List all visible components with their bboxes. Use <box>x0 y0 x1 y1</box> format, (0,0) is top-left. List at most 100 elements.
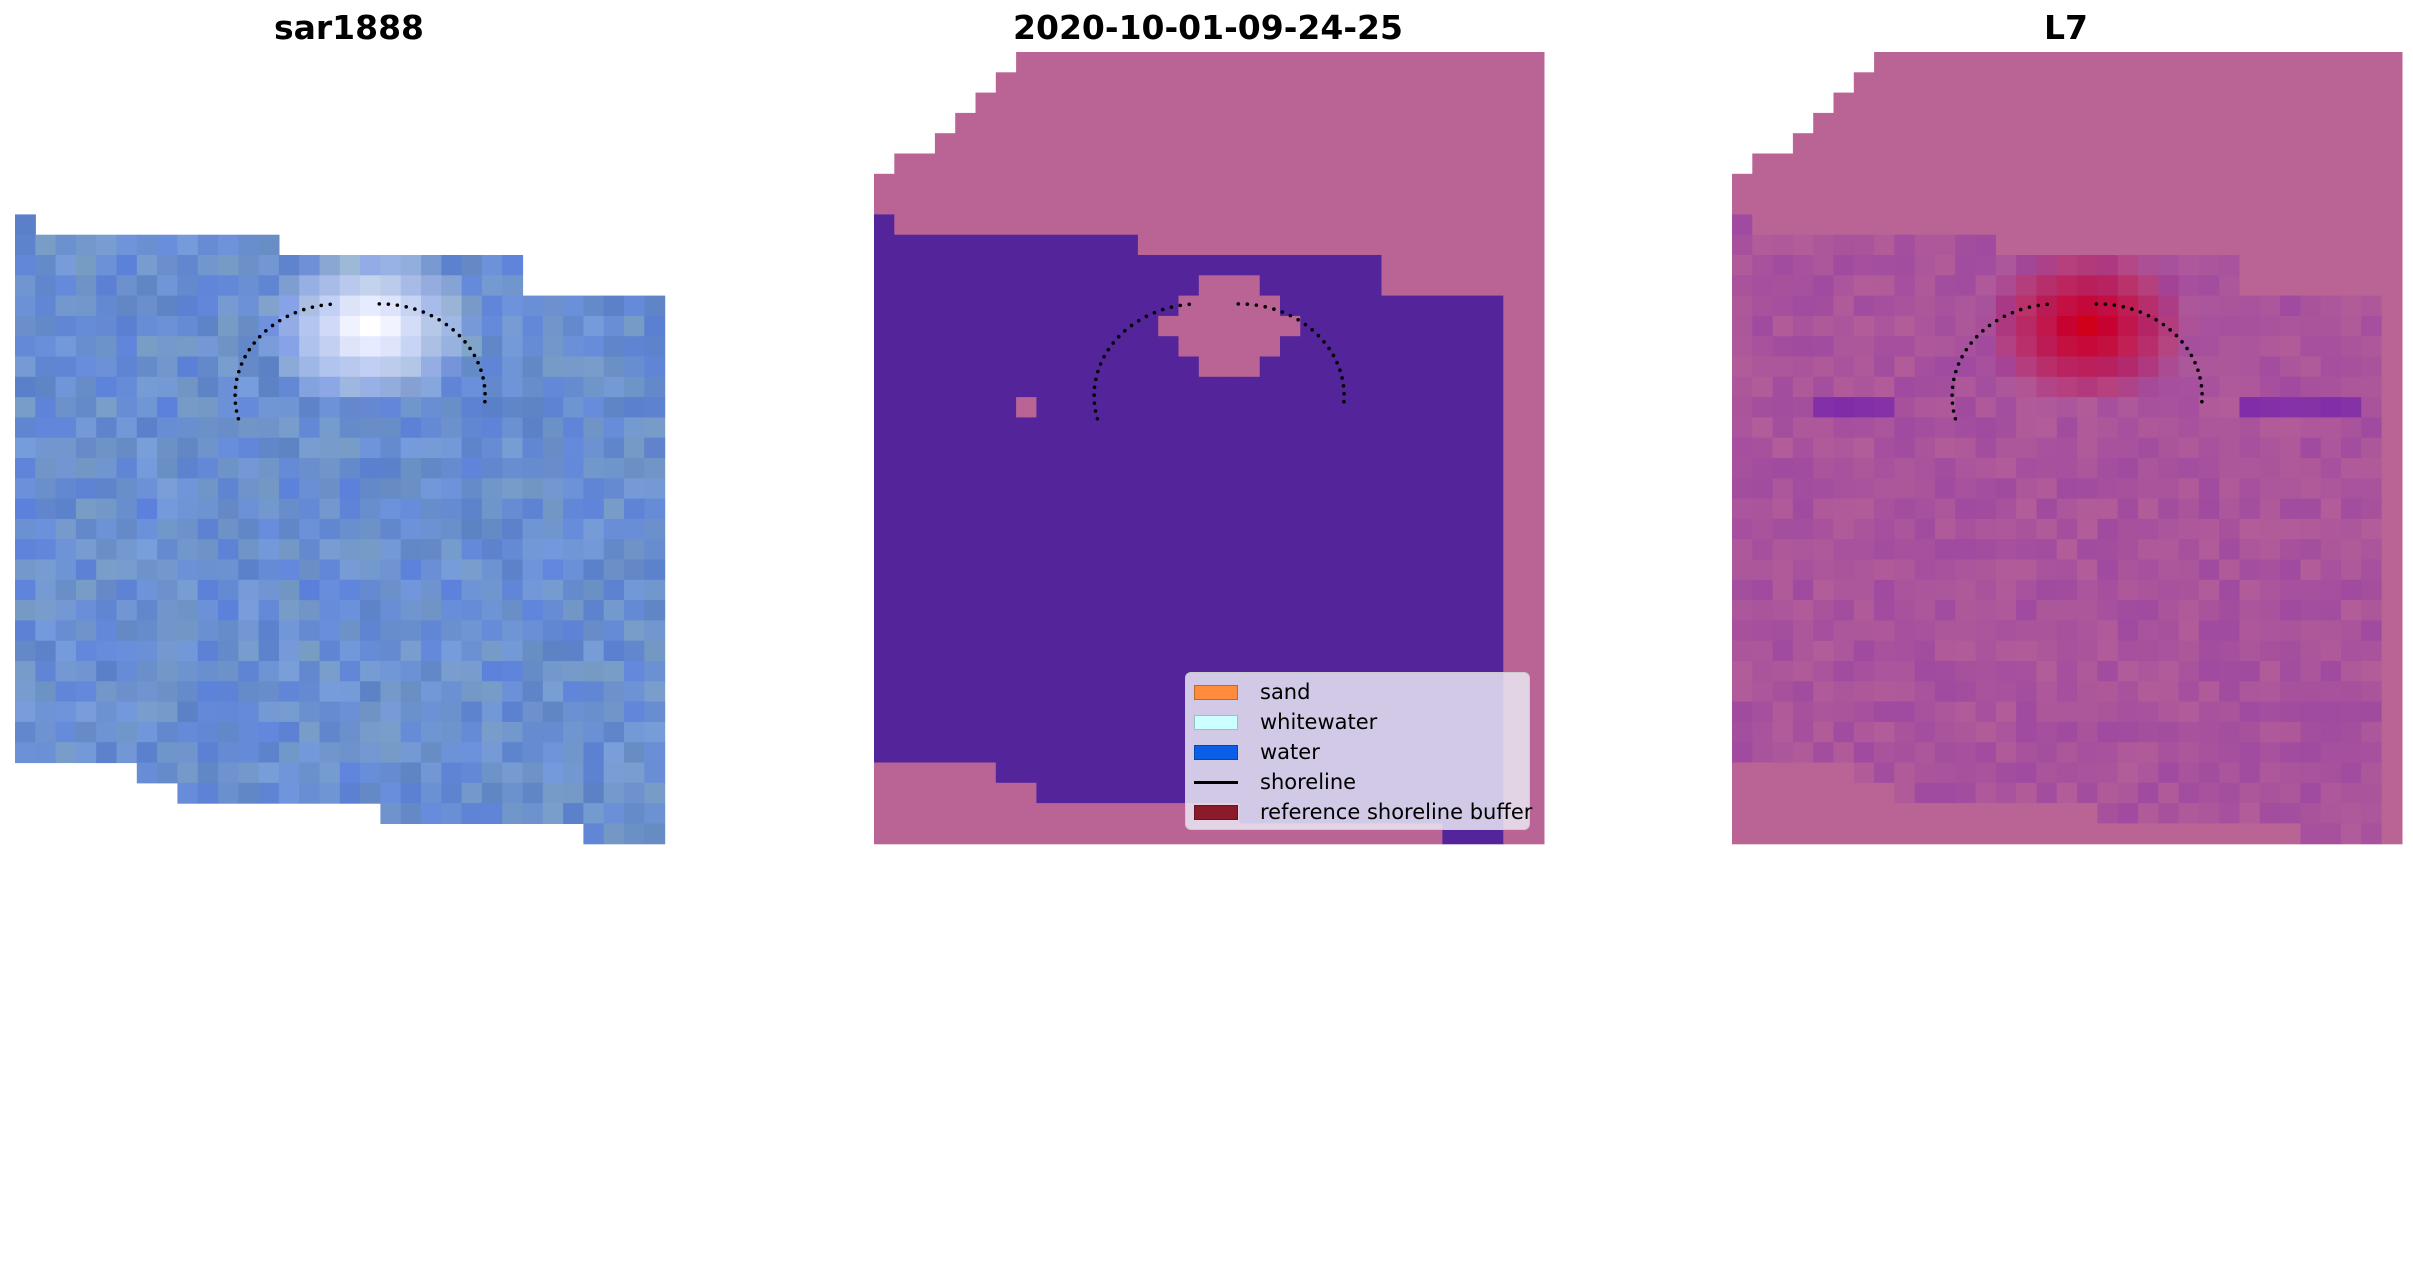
raster-cell <box>1732 376 1753 398</box>
raster-cell <box>1955 336 1977 358</box>
raster-cell <box>2077 762 2098 784</box>
raster-cell <box>1995 275 2017 297</box>
raster-cell <box>2178 336 2200 358</box>
raster-cell <box>2097 336 2119 358</box>
raster-cell <box>914 620 936 642</box>
raster-cell <box>955 315 977 337</box>
raster-cell <box>2056 782 2078 804</box>
raster-cell <box>1340 173 1362 195</box>
raster-cell <box>1016 214 1037 236</box>
raster-cell <box>955 721 977 743</box>
raster-cell <box>299 721 321 743</box>
raster-cell <box>1340 498 1362 520</box>
raster-cell <box>1935 194 1956 215</box>
raster-cell <box>1239 579 1261 601</box>
raster-cell <box>1300 133 1322 155</box>
raster-cell <box>2036 214 2058 236</box>
raster-cell <box>542 681 564 703</box>
shoreline-dot <box>1254 303 1259 307</box>
raster-cell <box>177 559 199 581</box>
raster-cell <box>1097 72 1119 94</box>
raster-cell <box>1752 315 1774 337</box>
raster-cell <box>2300 620 2322 642</box>
raster-cell <box>1361 72 1383 94</box>
raster-cell <box>1503 295 1525 317</box>
raster-cell <box>934 539 956 561</box>
raster-cell <box>2036 194 2058 215</box>
raster-cell <box>2239 579 2261 601</box>
raster-cell <box>2239 112 2261 134</box>
raster-cell <box>136 701 158 723</box>
raster-cell <box>1853 315 1875 337</box>
shoreline-dot <box>2130 307 2134 311</box>
raster-cell <box>1259 52 1281 73</box>
raster-cell <box>1503 173 1525 195</box>
raster-cell <box>1894 376 1916 398</box>
raster-cell <box>197 376 219 398</box>
raster-cell <box>1340 559 1362 581</box>
raster-cell <box>1914 336 1936 358</box>
raster-cell <box>583 742 605 764</box>
raster-cell <box>1381 153 1403 175</box>
raster-cell <box>1792 194 1814 215</box>
raster-cell <box>2361 661 2383 682</box>
raster-cell <box>1975 356 1997 378</box>
raster-cell <box>1239 376 1261 398</box>
raster-cell <box>583 356 605 378</box>
raster-cell <box>2239 742 2261 764</box>
raster-cell <box>238 742 260 764</box>
raster-cell <box>1523 52 1545 73</box>
raster-cell <box>2077 356 2098 378</box>
raster-cell <box>2341 620 2362 642</box>
raster-cell <box>2077 173 2098 195</box>
raster-cell <box>2138 234 2159 256</box>
raster-cell <box>380 275 402 297</box>
raster-cell <box>1137 701 1159 723</box>
raster-cell <box>1935 823 1956 845</box>
raster-cell <box>339 701 361 723</box>
raster-cell <box>2300 275 2322 297</box>
raster-cell <box>1914 437 1936 459</box>
raster-cell <box>2381 600 2403 621</box>
raster-cell <box>1995 112 2017 134</box>
raster-cell <box>1401 620 1423 642</box>
raster-cell <box>2361 234 2383 256</box>
raster-cell <box>1259 356 1281 378</box>
raster-cell <box>2259 437 2281 459</box>
raster-cell <box>481 397 503 418</box>
raster-cell <box>934 234 956 256</box>
raster-cell <box>2198 681 2220 703</box>
raster-cell <box>1914 620 1936 642</box>
raster-cell <box>1401 437 1423 459</box>
shoreline-dot <box>404 304 409 309</box>
raster-cell <box>177 640 199 662</box>
raster-cell <box>1381 397 1403 418</box>
raster-cell <box>522 661 544 682</box>
raster-cell <box>2158 376 2180 398</box>
raster-cell <box>1853 72 1875 94</box>
raster-cell <box>624 681 645 703</box>
raster-cell <box>1097 518 1119 540</box>
raster-cell <box>1077 782 1098 804</box>
raster-cell <box>995 600 1017 621</box>
raster-cell <box>1300 255 1322 276</box>
shoreline-dot <box>1950 401 1955 405</box>
raster-cell <box>2036 620 2058 642</box>
raster-cell <box>2300 417 2322 439</box>
raster-cell <box>1117 234 1139 256</box>
raster-cell <box>1340 295 1362 317</box>
raster-cell <box>1117 559 1139 581</box>
raster-cell <box>136 762 158 784</box>
raster-cell <box>2138 518 2159 540</box>
raster-cell <box>2341 721 2362 743</box>
raster-cell <box>975 234 997 256</box>
raster-cell <box>2320 803 2342 824</box>
raster-cell <box>2117 275 2139 297</box>
raster-cell <box>400 681 422 703</box>
raster-cell <box>894 640 916 662</box>
shoreline-dot <box>1327 346 1331 351</box>
raster-cell <box>1016 275 1037 297</box>
raster-cell <box>1772 478 1794 500</box>
raster-cell <box>481 721 503 743</box>
raster-cell <box>278 620 300 642</box>
